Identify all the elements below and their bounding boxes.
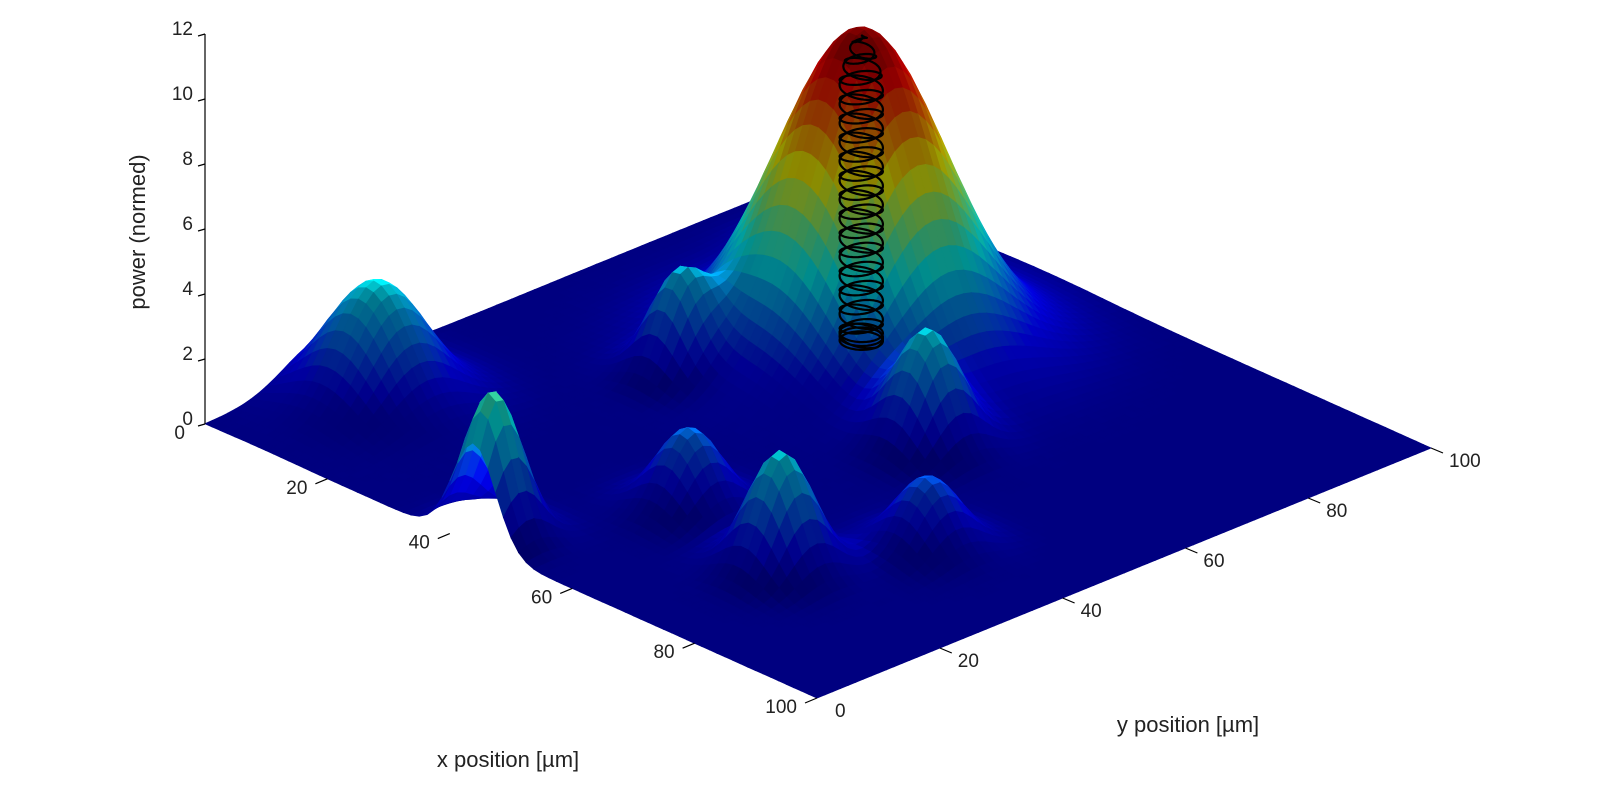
x-tick-label: 40 (409, 533, 430, 554)
y-tick-label: 40 (1081, 601, 1102, 622)
y-tick-label: 0 (835, 701, 846, 722)
x-tick-label: 60 (531, 587, 552, 608)
z-tick-label: 12 (172, 19, 193, 40)
x-axis-label: x position [µm] (437, 747, 579, 772)
z-tick-label: 0 (182, 409, 193, 430)
x-axis-ticks: 0 20 40 60 80 100 (174, 423, 818, 718)
z-tick-mark (197, 423, 206, 427)
z-tick-mark (197, 293, 206, 297)
y-tick-label: 20 (958, 651, 979, 672)
z-tick-mark (197, 358, 206, 362)
wire-cage (838, 34, 884, 351)
cage-helix-reverse (838, 34, 884, 350)
y-tick-label: 60 (1203, 551, 1224, 572)
y-axis-label: y position [µm] (1117, 712, 1259, 737)
y-tick-mark (1307, 497, 1321, 504)
x-tick-label: 0 (174, 423, 185, 444)
x-tick-mark (682, 642, 695, 649)
z-tick-mark (197, 33, 206, 37)
y-tick-mark (1430, 447, 1444, 454)
y-tick-mark (1062, 597, 1075, 604)
y-tick-label: 100 (1449, 451, 1481, 472)
z-tick-label: 4 (182, 279, 193, 300)
x-tick-label: 80 (653, 642, 674, 663)
x-tick-mark (804, 697, 818, 704)
z-tick-label: 10 (172, 84, 193, 105)
y-tick-label: 80 (1326, 501, 1347, 522)
x-tick-mark (315, 478, 328, 485)
z-axis-ticks: 0 2 4 6 8 10 12 (172, 19, 206, 430)
z-axis-label: power (normed) (125, 154, 150, 309)
z-tick-label: 6 (182, 214, 193, 235)
x-tick-mark (437, 533, 451, 540)
z-tick-label: 2 (182, 344, 193, 365)
y-tick-mark (939, 647, 953, 654)
y-tick-mark (1185, 547, 1198, 554)
y-axis-ticks: 0 20 40 60 80 100 (835, 447, 1481, 722)
axes: 0 2 4 6 8 10 12 0 20 40 60 80 100 0 20 40 60 80 100 (172, 19, 1481, 722)
cage-base-ring (838, 322, 884, 344)
x-tick-label: 20 (286, 478, 307, 499)
x-tick-mark (559, 587, 573, 594)
surface-mesh (203, 26, 1433, 699)
z-tick-mark (197, 163, 206, 167)
z-tick-label: 8 (182, 149, 193, 170)
z-tick-mark (197, 228, 206, 232)
x-tick-label: 100 (765, 697, 797, 718)
z-tick-mark (197, 98, 206, 102)
